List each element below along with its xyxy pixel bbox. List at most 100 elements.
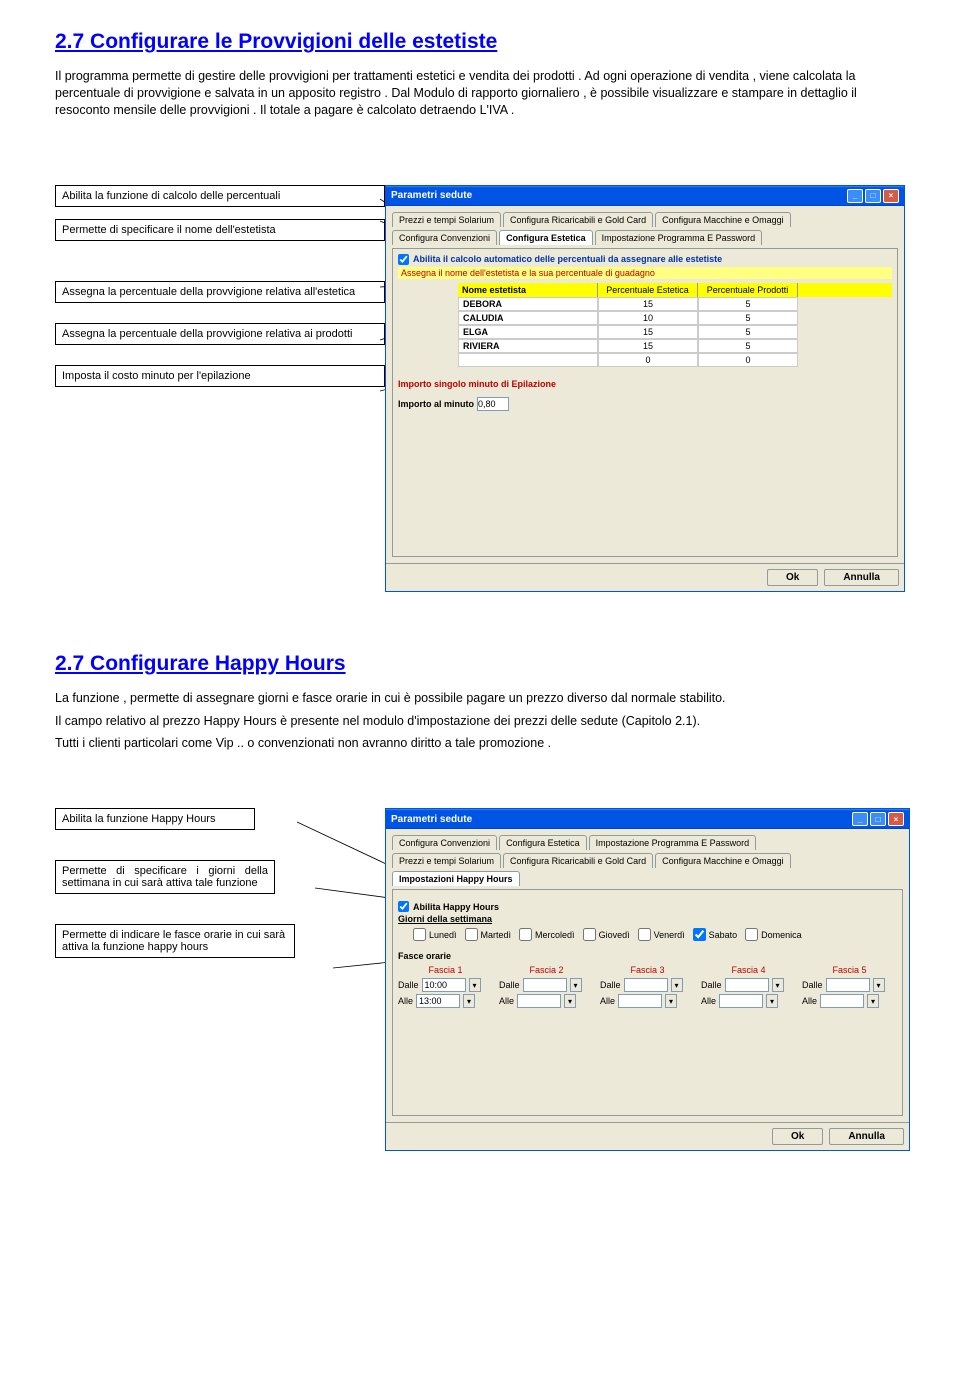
fascia-title: Fascia 1 (398, 965, 493, 975)
window-title-2: Parametri sedute (391, 814, 472, 825)
day-giovedì[interactable]: Giovedì (583, 928, 630, 941)
day-checkbox[interactable] (638, 928, 651, 941)
day-domenica[interactable]: Domenica (745, 928, 802, 941)
day-venerdì[interactable]: Venerdì (638, 928, 685, 941)
cell-est[interactable]: 0 (598, 353, 698, 367)
day-checkbox[interactable] (413, 928, 426, 941)
checkbox-abilita-hh[interactable] (398, 901, 409, 912)
section-2-columns: Abilita la funzione Happy Hours Permette… (55, 808, 905, 1151)
dropdown-icon[interactable]: ▾ (665, 994, 677, 1008)
day-mercoledì[interactable]: Mercoledì (519, 928, 575, 941)
day-checkbox[interactable] (693, 928, 706, 941)
dropdown-icon[interactable]: ▾ (671, 978, 683, 992)
minimize-icon[interactable]: _ (852, 812, 868, 826)
day-martedì[interactable]: Martedì (465, 928, 512, 941)
minimize-icon[interactable]: _ (847, 189, 863, 203)
dropdown-icon[interactable]: ▾ (570, 978, 582, 992)
dropdown-icon[interactable]: ▾ (564, 994, 576, 1008)
checkbox-abilita-calcolo[interactable] (398, 254, 409, 265)
close-icon[interactable]: × (883, 189, 899, 203)
cell-name[interactable]: RIVIERA (458, 339, 598, 353)
cell-est[interactable]: 15 (598, 339, 698, 353)
cell-name[interactable] (458, 353, 598, 367)
col-header-est: Percentuale Estetica (598, 283, 698, 297)
dalle-label: Dalle (802, 980, 823, 990)
tab-ric-2[interactable]: Configura Ricaricabili e Gold Card (503, 853, 653, 868)
col-header-name: Nome estetista (458, 283, 598, 297)
importo-input[interactable] (477, 397, 509, 411)
tab-macchine[interactable]: Configura Macchine e Omaggi (655, 212, 791, 227)
dropdown-icon[interactable]: ▾ (463, 994, 475, 1008)
section-2-para1: La funzione , permette di assegnare gior… (55, 690, 905, 707)
dropdown-icon[interactable]: ▾ (469, 978, 481, 992)
dalle-input[interactable] (523, 978, 567, 992)
tab-convenzioni[interactable]: Configura Convenzioni (392, 230, 497, 245)
day-checkbox[interactable] (465, 928, 478, 941)
tab-mac-2[interactable]: Configura Macchine e Omaggi (655, 853, 791, 868)
maximize-icon[interactable]: □ (865, 189, 881, 203)
dropdown-icon[interactable]: ▾ (772, 978, 784, 992)
callout-hh-2: Permette di specificare i giorni della s… (55, 860, 275, 894)
tab-conv-2[interactable]: Configura Convenzioni (392, 835, 497, 850)
window-titlebar-2[interactable]: Parametri sedute _ □ × (386, 809, 909, 829)
cell-prod[interactable]: 5 (698, 297, 798, 311)
dropdown-icon[interactable]: ▾ (873, 978, 885, 992)
cell-name[interactable]: ELGA (458, 325, 598, 339)
alle-input[interactable] (719, 994, 763, 1008)
window-titlebar[interactable]: Parametri sedute _ □ × (386, 186, 904, 206)
cell-est[interactable]: 15 (598, 325, 698, 339)
day-lunedì[interactable]: Lunedì (413, 928, 457, 941)
cell-prod[interactable]: 5 (698, 339, 798, 353)
tab-impostazione[interactable]: Impostazione Programma E Password (595, 230, 763, 245)
section-1-para: Il programma permette di gestire delle p… (55, 68, 905, 119)
close-icon[interactable]: × (888, 812, 904, 826)
day-label: Domenica (761, 930, 802, 940)
fascia-3: Fascia 3Dalle▾Alle▾ (600, 965, 695, 1010)
tab-happy-hours[interactable]: Impostazioni Happy Hours (392, 871, 520, 886)
cancel-button[interactable]: Annulla (824, 569, 899, 586)
tab-est-2[interactable]: Configura Estetica (499, 835, 587, 850)
day-label: Venerdì (654, 930, 685, 940)
ok-button[interactable]: Ok (767, 569, 818, 586)
dropdown-icon[interactable]: ▾ (766, 994, 778, 1008)
table-row: DEBORA155 (458, 297, 892, 311)
alle-input[interactable] (820, 994, 864, 1008)
cell-est[interactable]: 10 (598, 311, 698, 325)
dalle-input[interactable] (725, 978, 769, 992)
day-checkbox[interactable] (519, 928, 532, 941)
cell-prod[interactable]: 5 (698, 325, 798, 339)
table-row: RIVIERA155 (458, 339, 892, 353)
day-sabato[interactable]: Sabato (693, 928, 738, 941)
cell-name[interactable]: DEBORA (458, 297, 598, 311)
tab-ricaricabili[interactable]: Configura Ricaricabili e Gold Card (503, 212, 653, 227)
cancel-button-2[interactable]: Annulla (829, 1128, 904, 1145)
giorni-label: Giorni della settimana (398, 914, 897, 924)
alle-input[interactable] (618, 994, 662, 1008)
fasce-label: Fasce orarie (398, 951, 897, 961)
tab-prezzi-2[interactable]: Prezzi e tempi Solarium (392, 853, 501, 868)
tab-estetica[interactable]: Configura Estetica (499, 230, 593, 245)
alle-label: Alle (802, 996, 817, 1006)
day-label: Lunedì (429, 930, 457, 940)
alle-input[interactable] (416, 994, 460, 1008)
tab-prezzi[interactable]: Prezzi e tempi Solarium (392, 212, 501, 227)
maximize-icon[interactable]: □ (870, 812, 886, 826)
alle-label: Alle (600, 996, 615, 1006)
alle-label: Alle (499, 996, 514, 1006)
table-row: ELGA155 (458, 325, 892, 339)
section-2-para3: Tutti i clienti particolari come Vip .. … (55, 735, 905, 752)
dalle-input[interactable] (422, 978, 466, 992)
cell-name[interactable]: CALUDIA (458, 311, 598, 325)
dalle-label: Dalle (600, 980, 621, 990)
cell-prod[interactable]: 5 (698, 311, 798, 325)
cell-prod[interactable]: 0 (698, 353, 798, 367)
dalle-input[interactable] (624, 978, 668, 992)
cell-est[interactable]: 15 (598, 297, 698, 311)
ok-button-2[interactable]: Ok (772, 1128, 823, 1145)
day-checkbox[interactable] (745, 928, 758, 941)
dalle-input[interactable] (826, 978, 870, 992)
alle-input[interactable] (517, 994, 561, 1008)
tab-imp-2[interactable]: Impostazione Programma E Password (589, 835, 757, 850)
dropdown-icon[interactable]: ▾ (867, 994, 879, 1008)
day-checkbox[interactable] (583, 928, 596, 941)
